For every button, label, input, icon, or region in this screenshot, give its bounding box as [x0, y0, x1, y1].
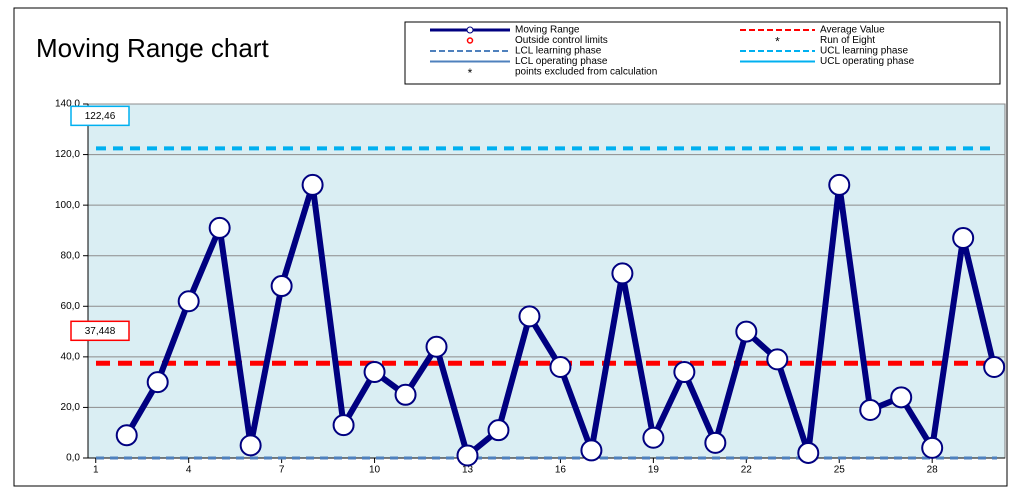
point: [270, 275, 293, 298]
point: [859, 398, 882, 421]
point: [115, 424, 138, 447]
y-tick-label: 60,0: [61, 301, 81, 312]
legend-label: Moving Range: [515, 25, 580, 36]
point: [518, 305, 541, 328]
point: [735, 320, 758, 343]
legend-swatch: *: [468, 66, 473, 80]
point: [642, 426, 665, 449]
legend-label: UCL operating phase: [820, 56, 915, 67]
x-tick-label: 25: [834, 465, 846, 476]
chart-title: Moving Range chart: [36, 33, 269, 63]
legend-swatch: [466, 26, 474, 34]
y-tick-label: 140,0: [55, 99, 80, 110]
y-tick-label: 40,0: [61, 351, 81, 362]
point: [797, 441, 820, 464]
point: [549, 355, 572, 378]
point: [425, 335, 448, 358]
legend-label: LCL learning phase: [515, 46, 602, 57]
reference-label-box: [70, 105, 130, 127]
legend-label: points excluded from calculation: [515, 67, 657, 78]
point: [456, 444, 479, 467]
x-tick-label: 22: [741, 465, 753, 476]
y-tick-label: 120,0: [55, 149, 80, 160]
reference-label-box: [70, 320, 130, 342]
legend-label: Average Value: [820, 25, 885, 36]
legend-swatch: [466, 37, 474, 44]
point: [890, 386, 913, 409]
point: [704, 431, 727, 454]
legend-box: [404, 21, 1001, 85]
point: [828, 173, 851, 196]
x-tick-label: 7: [279, 465, 285, 476]
point: [332, 414, 355, 437]
point: [301, 173, 324, 196]
point: [146, 371, 169, 394]
x-tick-label: 13: [462, 465, 474, 476]
legend-swatch: *: [775, 35, 780, 49]
x-tick-label: 16: [555, 465, 567, 476]
x-tick-label: 19: [648, 465, 660, 476]
y-tick-label: 0,0: [66, 453, 80, 464]
point: [177, 290, 200, 313]
point: [983, 355, 1006, 378]
y-tick-label: 100,0: [55, 200, 80, 211]
y-tick-label: 80,0: [61, 250, 81, 261]
x-tick-label: 28: [927, 465, 939, 476]
reference-label: 122,46: [85, 111, 116, 122]
point: [580, 439, 603, 462]
point: [611, 262, 634, 285]
point: [239, 434, 262, 457]
point: [921, 436, 944, 459]
x-tick-label: 1: [93, 465, 99, 476]
legend-label: UCL learning phase: [820, 46, 908, 57]
point: [952, 227, 975, 250]
point: [394, 383, 417, 406]
x-tick-label: 10: [369, 465, 381, 476]
y-tick-label: 20,0: [61, 402, 81, 413]
legend-label: Outside control limits: [515, 35, 608, 46]
x-tick-label: 4: [186, 465, 192, 476]
point: [766, 348, 789, 371]
reference-label: 37,448: [85, 326, 116, 337]
legend-label: LCL operating phase: [515, 56, 608, 67]
legend-label: Run of Eight: [820, 35, 875, 46]
point: [363, 361, 386, 384]
point: [673, 361, 696, 384]
point: [208, 216, 231, 239]
point: [487, 419, 510, 442]
